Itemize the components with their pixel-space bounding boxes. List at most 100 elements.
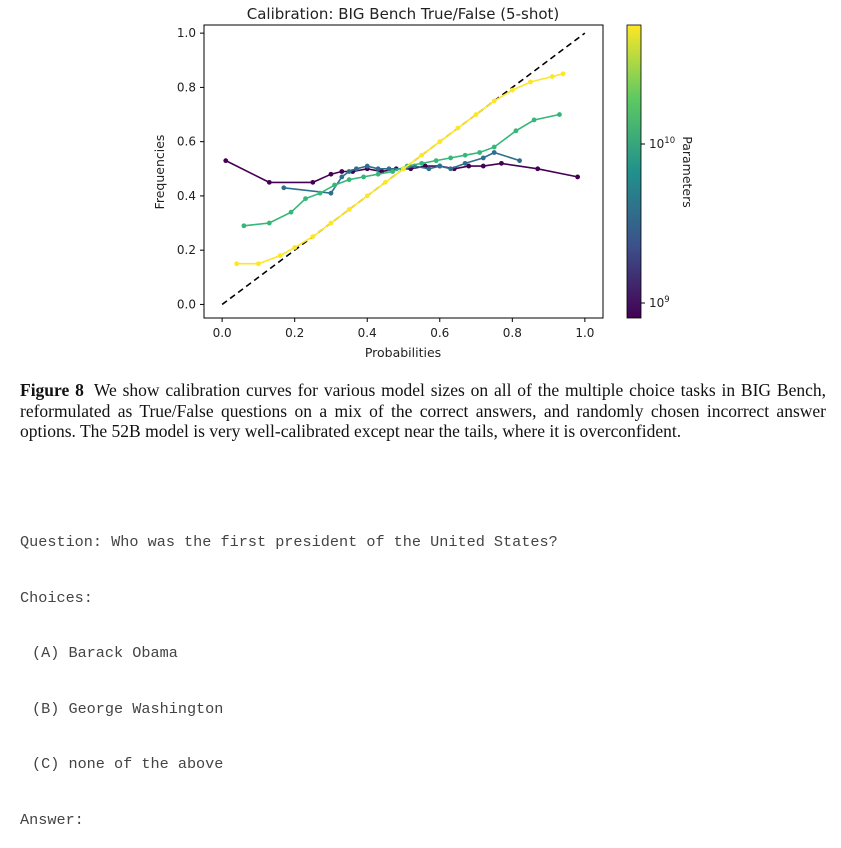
colorbar-gradient bbox=[626, 24, 642, 319]
series-line bbox=[243, 113, 560, 227]
data-point bbox=[480, 155, 486, 161]
x-tick-label: 0.2 bbox=[285, 326, 304, 340]
data-point bbox=[223, 158, 229, 164]
y-tick-label: 0.6 bbox=[177, 135, 196, 149]
colorbar-tick-1e9: 109 bbox=[649, 295, 670, 310]
series-0 bbox=[223, 158, 581, 185]
data-point bbox=[361, 174, 366, 180]
data-point bbox=[281, 185, 287, 191]
data-point bbox=[560, 71, 566, 77]
data-point bbox=[549, 74, 555, 79]
data-point bbox=[437, 163, 443, 169]
colorbar: 109 1010 Parameters bbox=[626, 24, 695, 319]
data-point bbox=[473, 112, 479, 117]
prompt-answer-label: Answer: bbox=[20, 810, 84, 829]
y-tick-label: 1.0 bbox=[177, 26, 196, 40]
prompt-question: Question: Who was the first president of… bbox=[20, 533, 558, 551]
data-point bbox=[557, 112, 562, 117]
series-line bbox=[225, 159, 578, 184]
data-point bbox=[288, 209, 294, 215]
data-point bbox=[426, 166, 432, 172]
figure-label: Figure 8 bbox=[20, 380, 84, 400]
x-tick-label: 0.0 bbox=[213, 326, 232, 340]
data-point bbox=[353, 166, 359, 172]
data-point bbox=[401, 166, 406, 172]
data-point bbox=[364, 163, 370, 169]
prompt-example: Question: Who was the first president of… bbox=[20, 496, 558, 848]
data-point bbox=[419, 160, 425, 166]
data-point bbox=[303, 196, 308, 202]
series-3 bbox=[234, 71, 566, 267]
data-point bbox=[382, 179, 388, 185]
data-point bbox=[328, 220, 334, 226]
y-tick-label: 0.4 bbox=[177, 189, 196, 203]
x-tick-label: 1.0 bbox=[575, 326, 594, 340]
chart-title: Calibration: BIG Bench True/False (5-sho… bbox=[247, 5, 559, 23]
data-point bbox=[517, 158, 522, 164]
calibration-figure: Calibration: BIG Bench True/False (5-sho… bbox=[152, 5, 695, 360]
data-point bbox=[528, 79, 533, 85]
data-point bbox=[310, 234, 316, 240]
data-point bbox=[419, 152, 425, 158]
data-point bbox=[466, 163, 472, 169]
data-point bbox=[535, 166, 541, 172]
data-point bbox=[364, 193, 370, 199]
data-point bbox=[433, 158, 439, 164]
data-point bbox=[339, 169, 345, 174]
data-point bbox=[317, 190, 323, 196]
data-point bbox=[328, 171, 334, 177]
data-point bbox=[346, 169, 352, 174]
x-tick-label: 0.8 bbox=[503, 326, 522, 340]
data-point bbox=[310, 179, 316, 185]
colorbar-tick-1e10: 1010 bbox=[649, 136, 675, 151]
data-point bbox=[491, 98, 497, 104]
perfect-calibration-line bbox=[221, 32, 586, 306]
prompt-choice-a: (A) Barack Obama bbox=[32, 644, 178, 662]
data-point bbox=[531, 117, 537, 123]
data-point bbox=[386, 166, 392, 172]
data-point bbox=[575, 174, 581, 180]
data-point bbox=[437, 139, 443, 145]
data-point bbox=[266, 220, 272, 226]
data-point bbox=[462, 160, 468, 166]
x-axis: 0.0 0.2 0.4 0.6 0.8 1.0 bbox=[213, 318, 594, 340]
x-tick-label: 0.6 bbox=[430, 326, 449, 340]
data-point bbox=[346, 177, 352, 183]
plot-frame bbox=[203, 24, 604, 319]
data-point bbox=[477, 150, 483, 155]
data-point bbox=[499, 160, 504, 166]
data-point bbox=[480, 163, 486, 169]
data-point bbox=[375, 171, 381, 177]
data-point bbox=[491, 150, 497, 155]
y-tick-label: 0.8 bbox=[177, 80, 196, 94]
data-point bbox=[455, 125, 461, 131]
data-point bbox=[292, 245, 298, 250]
caption-text: We show calibration curves for various m… bbox=[20, 380, 826, 441]
data-point bbox=[234, 261, 240, 267]
prompt-choice-b: (B) George Washington bbox=[32, 699, 224, 718]
data-point bbox=[448, 155, 454, 161]
data-point bbox=[491, 144, 497, 150]
data-point bbox=[513, 128, 519, 134]
y-tick-label: 0.0 bbox=[177, 297, 196, 311]
prompt-choices-label: Choices: bbox=[20, 588, 93, 607]
prompt-choice-c: (C) none of the above bbox=[32, 755, 224, 773]
series-2 bbox=[241, 112, 562, 229]
x-axis-label: Probabilities bbox=[365, 345, 441, 360]
data-point bbox=[256, 261, 261, 267]
y-tick-label: 0.2 bbox=[177, 243, 196, 257]
data-point bbox=[375, 166, 381, 172]
x-tick-label: 0.4 bbox=[358, 326, 377, 340]
y-axis: 0.0 0.2 0.4 0.6 0.8 1.0 bbox=[177, 26, 204, 311]
data-point bbox=[328, 190, 334, 196]
data-point bbox=[346, 207, 352, 212]
data-point bbox=[462, 152, 468, 158]
data-point bbox=[241, 223, 247, 229]
figure-caption: Figure 8 We show calibration curves for v… bbox=[20, 380, 826, 442]
data-point bbox=[448, 166, 454, 172]
colorbar-label: Parameters bbox=[680, 136, 695, 208]
data-point bbox=[339, 174, 345, 180]
data-point bbox=[509, 87, 515, 93]
series-1 bbox=[281, 150, 522, 196]
y-axis-label: Frequencies bbox=[152, 135, 167, 210]
